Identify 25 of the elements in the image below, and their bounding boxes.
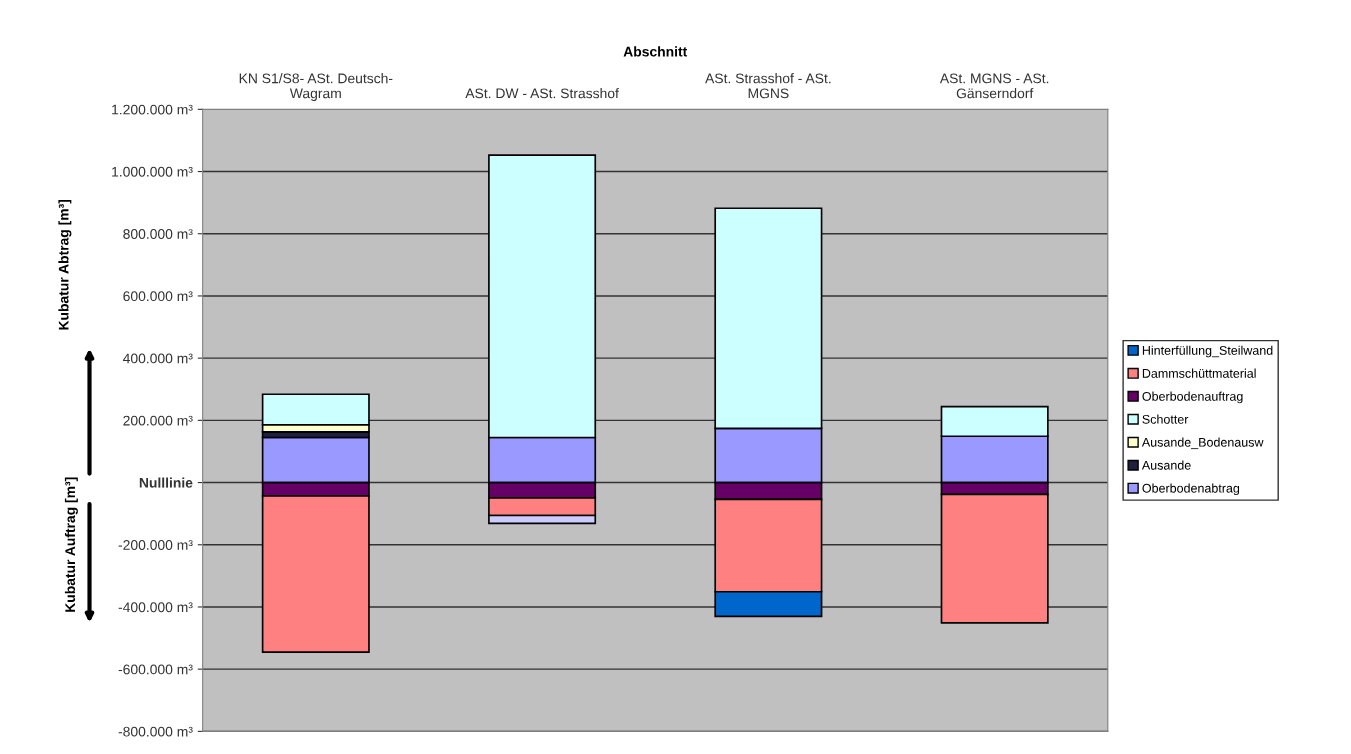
legend-label: Oberbodenabtrag: [1142, 483, 1240, 496]
x-tick-label: ASt. DW - ASt. Strasshof: [465, 88, 619, 99]
y-tick-label: -600.000 m³: [118, 664, 193, 675]
y-tick-label: -400.000 m³: [118, 602, 193, 613]
legend-label: Hinterfüllung_Steilwand: [1142, 345, 1273, 358]
y-tick-label: 1.000.000 m³: [112, 166, 193, 177]
legend-label: Schotter: [1142, 414, 1189, 424]
y-tick-label: Nulllinie: [139, 477, 193, 488]
x-tick-label: ASt. MGNS - ASt. Gänserndorf: [939, 73, 1049, 99]
y-tick-label: 400.000 m³: [123, 353, 193, 364]
legend-label: Dammschüttmaterial: [1142, 368, 1256, 378]
x-tick-label: KN S1/S8- ASt. Deutsch- Wagram: [239, 73, 393, 101]
x-axis-title: Abschnitt: [623, 46, 688, 57]
y-tick-label: -200.000 m³: [118, 540, 193, 550]
y-tick-label: 800.000 m³: [123, 229, 193, 239]
y-tick-label: -800.000 m³: [118, 726, 193, 737]
x-tick-label: ASt. Strasshof - ASt. MGNS: [705, 73, 831, 99]
legend-label: Oberbodenauftrag: [1142, 391, 1243, 404]
y-tick-label: 1.200.000 m³: [112, 104, 193, 115]
y-tick-label: 600.000 m³: [123, 291, 193, 302]
legend-label: Ausande_Bodenausw: [1141, 437, 1264, 450]
text: Kubatur Auftrag [m³]: [64, 477, 78, 612]
y-tick-label: 200.000 m³: [123, 415, 193, 426]
legend-label: Ausande: [1141, 460, 1191, 470]
y-axis-title: Kubatur Abtrag [m³]: [58, 199, 72, 330]
